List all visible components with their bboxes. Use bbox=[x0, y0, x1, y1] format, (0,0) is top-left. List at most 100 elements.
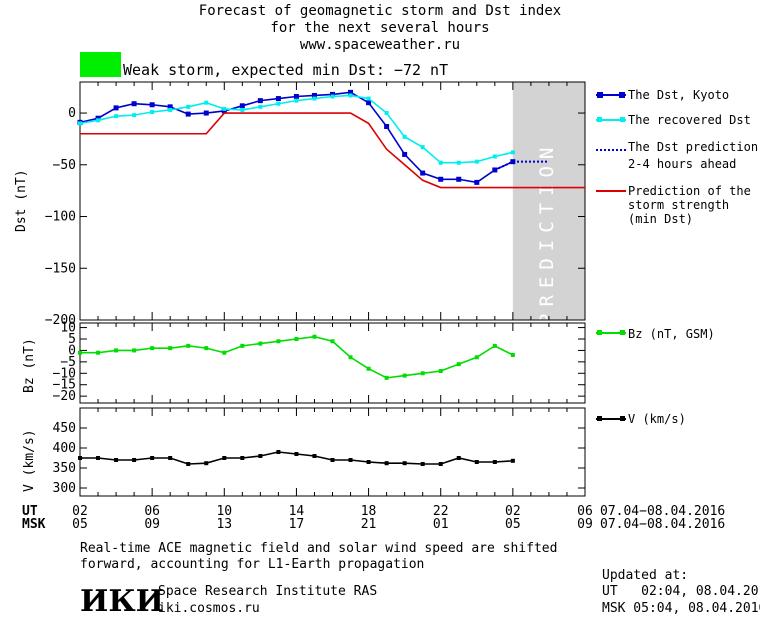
dst-data-point bbox=[492, 154, 497, 159]
ut-tick-label: 10 bbox=[216, 504, 232, 519]
footer-note-line-1: Real-time ACE magnetic field and solar w… bbox=[80, 541, 558, 556]
bz-data-point bbox=[186, 343, 191, 348]
dst-data-point bbox=[168, 107, 173, 112]
legend-dst-recovered-label: The recovered Dst bbox=[628, 113, 751, 127]
legend-v-label: V (km/s) bbox=[628, 412, 686, 426]
bz-plot-frame bbox=[79, 322, 586, 404]
dst-data-point bbox=[95, 115, 101, 121]
bz-series-line-0 bbox=[80, 335, 514, 379]
v-data-point bbox=[258, 454, 263, 458]
dst-data-point bbox=[204, 100, 209, 105]
dst-ytick-label: −200 bbox=[45, 313, 76, 328]
bz-data-point bbox=[114, 348, 119, 353]
legend-dst-kyoto: The Dst, Kyoto bbox=[596, 88, 729, 102]
dst-series-line-1 bbox=[79, 94, 514, 164]
dst-data-point bbox=[438, 160, 443, 165]
dst-data-point bbox=[294, 98, 299, 103]
v-data-point bbox=[294, 452, 299, 456]
dst-data-point bbox=[167, 104, 173, 110]
dst-ytick-label: −100 bbox=[45, 210, 76, 225]
chart-title: Forecast of geomagnetic storm and Dst in… bbox=[198, 3, 562, 19]
dst-data-point bbox=[131, 101, 137, 107]
dst-data-point bbox=[258, 104, 263, 109]
ut-date-range: 07.04−08.04.2016 bbox=[600, 504, 725, 519]
bz-data-point bbox=[420, 371, 425, 376]
institute-site[interactable]: iki.cosmos.ru bbox=[158, 601, 260, 616]
msk-tick-label: 13 bbox=[216, 517, 232, 532]
v-data-point bbox=[438, 462, 443, 466]
v-data-point bbox=[348, 458, 353, 462]
updated-ut: UT 02:04, 08.04.2016 bbox=[602, 584, 760, 599]
dst-ytick-label: −50 bbox=[53, 158, 76, 173]
bz-series-group bbox=[78, 334, 515, 380]
v-data-point bbox=[132, 458, 137, 462]
ut-tick-label: 14 bbox=[289, 504, 305, 519]
dst-data-point bbox=[312, 96, 317, 101]
v-data-point bbox=[384, 461, 389, 466]
dst-axis-ticks: 0 −50 −100 −150 −200 bbox=[45, 82, 586, 328]
dst-data-point bbox=[311, 92, 317, 98]
msk-tick-label: 05 bbox=[72, 517, 88, 532]
dst-data-point bbox=[420, 170, 426, 176]
v-data-point bbox=[366, 460, 371, 464]
dst-y-axis-label: Dst (nT) bbox=[14, 169, 29, 232]
v-data-point bbox=[186, 462, 191, 466]
bz-data-point bbox=[276, 339, 281, 344]
v-data-point bbox=[204, 461, 209, 466]
updated-label: Updated at: bbox=[602, 568, 689, 583]
msk-tick-label: 17 bbox=[289, 517, 305, 532]
v-data-point bbox=[510, 458, 515, 463]
legend-dst-recovered: The recovered Dst bbox=[596, 113, 751, 127]
v-data-point bbox=[312, 454, 317, 458]
bz-data-point bbox=[438, 369, 443, 373]
ut-tick-label: 06 bbox=[144, 504, 160, 519]
legend-bz-label: Bz (nT, GSM) bbox=[628, 327, 715, 341]
dst-data-point bbox=[221, 108, 227, 114]
v-panel: 450 400 350 300 V (km/s) bbox=[22, 407, 586, 497]
legend-storm-strength-label-3: (min Dst) bbox=[628, 212, 693, 226]
v-axis-ticks: 450 400 350 300 bbox=[53, 408, 586, 496]
dst-series-line-2 bbox=[494, 160, 549, 171]
v-data-point bbox=[168, 456, 173, 460]
dst-data-point bbox=[240, 107, 245, 112]
dst-data-point bbox=[402, 151, 408, 157]
v-data-point bbox=[96, 456, 101, 460]
bz-data-point bbox=[294, 337, 299, 341]
dst-data-point bbox=[150, 110, 155, 115]
bz-data-point bbox=[150, 346, 155, 351]
legend-storm-strength-label-1: Prediction of the bbox=[628, 184, 751, 198]
dst-ytick-label: −150 bbox=[45, 261, 76, 276]
bz-ytick-label: 0 bbox=[68, 343, 76, 358]
time-axis: UT MSK 07.04−08.04.2016 07.04−08.04.2016… bbox=[22, 504, 725, 532]
legend-bz: Bz (nT, GSM) bbox=[596, 327, 715, 341]
source-url: www.spaceweather.ru bbox=[299, 37, 461, 53]
ut-tick-label: 02 bbox=[505, 504, 521, 519]
dst-data-point bbox=[402, 134, 407, 139]
msk-tick-label: 05 bbox=[505, 517, 521, 532]
v-data-point bbox=[276, 450, 281, 454]
institute-name: Space Research Institute RAS bbox=[158, 584, 378, 599]
v-data-point bbox=[420, 462, 425, 466]
dst-data-point bbox=[257, 98, 263, 104]
dst-data-point bbox=[474, 179, 480, 185]
bz-data-point bbox=[258, 341, 263, 346]
dst-data-point bbox=[348, 89, 354, 95]
v-data-point bbox=[474, 460, 479, 464]
dst-data-point bbox=[348, 93, 353, 98]
bz-data-point bbox=[96, 350, 101, 355]
legend-dst-prediction-label-1: The Dst prediction bbox=[628, 140, 758, 154]
bz-data-point bbox=[312, 334, 317, 339]
bz-ytick-label: −20 bbox=[53, 389, 76, 404]
v-ytick-label: 350 bbox=[53, 461, 76, 476]
ut-tick-label: 18 bbox=[361, 504, 377, 519]
dst-data-point bbox=[474, 159, 479, 164]
dst-data-point bbox=[384, 111, 389, 116]
v-data-point bbox=[114, 458, 119, 462]
bz-data-point bbox=[78, 350, 82, 355]
v-data-point bbox=[402, 461, 407, 466]
dst-data-point bbox=[185, 111, 191, 117]
dst-data-point bbox=[384, 123, 390, 129]
